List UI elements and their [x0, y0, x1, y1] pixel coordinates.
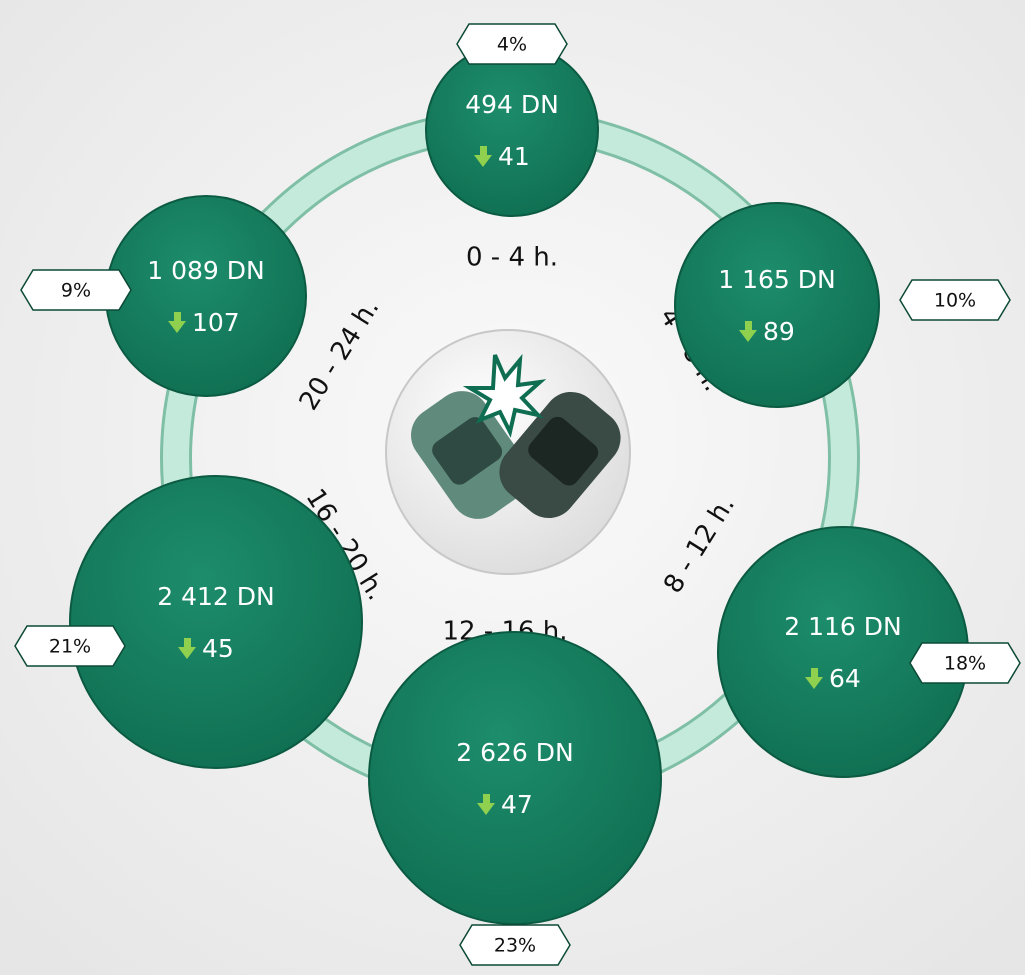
node-label: 2 116 DN [784, 612, 901, 641]
share-badge [14, 625, 126, 667]
share-label: 10% [934, 290, 976, 312]
node-circle [674, 202, 880, 408]
node-circle [69, 475, 363, 769]
node-change: 64 [829, 664, 861, 693]
down-arrow [739, 321, 757, 342]
down-arrow [474, 146, 492, 167]
node-label: 1 089 DN [147, 256, 264, 285]
node-change: 47 [501, 790, 533, 819]
node: 1 089 DN 107 9% [20, 195, 307, 397]
share-label: 21% [49, 636, 91, 658]
share-badge [909, 642, 1021, 684]
node-change: 45 [202, 634, 234, 663]
node: 1 165 DN 89 10% [674, 202, 1011, 408]
share-badge [459, 924, 571, 966]
node-label: 1 165 DN [718, 265, 835, 294]
down-arrow [168, 312, 186, 333]
node: 2 626 DN 47 23% [368, 631, 662, 966]
node: 2 116 DN 64 18% [717, 526, 1021, 778]
node-label: 2 412 DN [157, 582, 274, 611]
node-change: 89 [763, 317, 795, 346]
down-arrow [178, 638, 196, 659]
node-label: 494 DN [465, 90, 559, 119]
share-label: 9% [61, 280, 91, 302]
share-label: 18% [944, 653, 986, 675]
share-label: 23% [494, 935, 536, 957]
node: 494 DN 41 4% [425, 23, 599, 217]
node-circle [368, 631, 662, 925]
period-label: 0 - 4 h. [466, 243, 558, 273]
share-badge [456, 23, 568, 65]
down-arrow [805, 668, 823, 689]
node-circle [105, 195, 307, 397]
down-arrow [477, 794, 495, 815]
node-change: 41 [498, 142, 530, 171]
node-change: 107 [192, 308, 240, 337]
node-circle [425, 43, 599, 217]
node: 2 412 DN 45 21% [14, 475, 363, 769]
node-label: 2 626 DN [456, 738, 573, 767]
hub [385, 329, 631, 575]
share-badge [20, 269, 132, 311]
share-label: 4% [497, 34, 527, 56]
share-badge [899, 279, 1011, 321]
